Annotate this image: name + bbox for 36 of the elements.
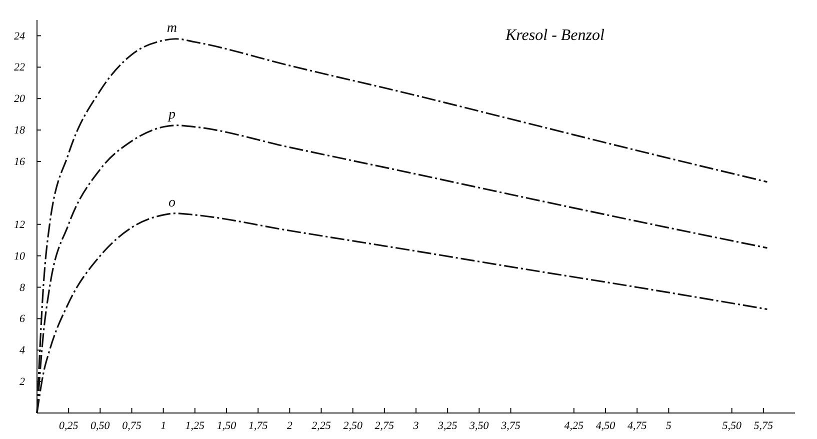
x-tick-label: 2,25 (312, 420, 332, 432)
x-tick-label: 4,50 (596, 420, 616, 432)
x-tick-label: 2,50 (343, 420, 363, 432)
x-tick-label: 3,25 (436, 420, 458, 432)
x-tick-label: 3 (412, 420, 420, 432)
x-tick-label: 5,50 (722, 420, 742, 432)
x-tick-label: 4,75 (627, 420, 648, 432)
x-tick-label: 1,75 (248, 420, 268, 432)
x-tick-label: 0,75 (122, 420, 142, 432)
y-tick-label: 12 (14, 218, 26, 231)
x-tick-label: 0,25 (58, 420, 79, 432)
x-tick-label: 4,25 (564, 420, 584, 432)
y-tick-label: 2 (20, 376, 26, 388)
y-tick-label: 8 (20, 282, 26, 294)
x-tick-label: 5 (666, 420, 672, 432)
x-tick-label: 0,50 (90, 420, 110, 432)
y-tick-label: 22 (14, 62, 26, 74)
x-tick-label: 5,75 (754, 420, 774, 432)
chart-title: Kresol - Benzol (504, 27, 605, 44)
x-tick-label: 3,50 (468, 420, 490, 432)
x-tick-label: 2,75 (374, 420, 395, 432)
x-tick-label: 2 (286, 420, 293, 432)
series-label: o (168, 195, 176, 210)
y-tick-label: 6 (20, 313, 26, 326)
series-label: p (167, 107, 176, 122)
y-tick-label: 16 (14, 156, 26, 168)
series-label: m (166, 20, 178, 36)
x-tick-label: 3,75 (500, 420, 521, 432)
x-tick-label: 1 (160, 420, 166, 432)
x-tick-label: 1,50 (216, 420, 237, 432)
y-tick-label: 10 (14, 250, 26, 262)
x-tick-label: 1,25 (185, 420, 206, 432)
y-tick-label: 20 (14, 93, 26, 106)
y-tick-label: 24 (14, 30, 26, 42)
y-tick-label: 18 (14, 124, 26, 137)
y-tick-label: 4 (20, 344, 26, 357)
